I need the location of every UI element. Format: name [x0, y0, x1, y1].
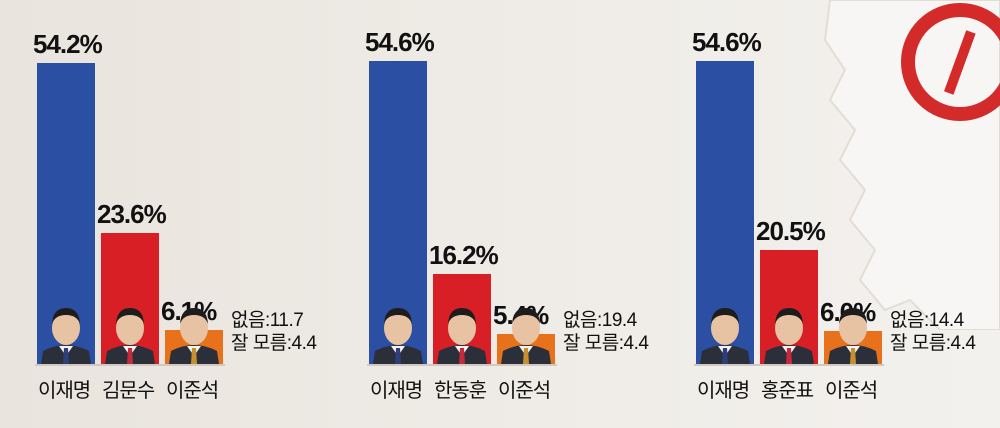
- colon: :: [618, 333, 624, 354]
- data-label: 20.5%: [756, 216, 826, 247]
- data-label: 23.6%: [97, 199, 167, 230]
- none-label: 없음: [890, 310, 924, 331]
- none-label: 없음: [231, 310, 265, 331]
- data-label: 54.6%: [365, 26, 435, 57]
- none-line: 없음:19.4: [563, 309, 648, 332]
- none-value: 11.7: [269, 310, 304, 331]
- tick-label: 김문수: [102, 380, 155, 402]
- tick-label: 이준석: [498, 380, 551, 402]
- data-label: 54.2%: [33, 29, 103, 60]
- tick-label: 홍준표: [761, 380, 814, 402]
- candidate-photo: [37, 298, 95, 364]
- unknown-line: 잘 모름:4.4: [231, 332, 317, 355]
- none-label: 없음: [563, 310, 597, 331]
- unknown-line: 잘 모름:4.4: [563, 332, 649, 355]
- unknown-label: 잘 모름: [563, 333, 619, 354]
- none-line: 없음:14.4: [890, 309, 975, 332]
- baseline: [35, 364, 225, 366]
- none-value: 14.4: [928, 310, 964, 331]
- unknown-label: 잘 모름: [231, 333, 287, 354]
- ballot-check-mark-icon: [901, 3, 1000, 121]
- candidate-photo: [101, 298, 159, 364]
- candidate-photo: [824, 298, 882, 364]
- unknown-value: 4.4: [950, 333, 976, 354]
- unknown-line: 잘 모름:4.4: [890, 332, 976, 355]
- colon: :: [923, 310, 929, 331]
- unknown-value: 4.4: [623, 333, 649, 354]
- none-value: 19.4: [601, 310, 637, 331]
- others-label: 없음:11.7 잘 모름:4.4: [231, 309, 317, 355]
- data-label: 16.2%: [429, 240, 499, 271]
- candidate-photo: [696, 298, 754, 364]
- unknown-value: 4.4: [291, 333, 317, 354]
- candidate-photo: [165, 298, 223, 364]
- data-label: 54.6%: [692, 26, 762, 57]
- tick-label: 이준석: [166, 380, 219, 402]
- colon: :: [286, 333, 292, 354]
- colon: :: [596, 310, 602, 331]
- tick-label: 한동훈: [434, 380, 487, 402]
- tick-label: 이재명: [38, 380, 91, 402]
- others-label: 없음:19.4 잘 모름:4.4: [563, 309, 649, 355]
- baseline: [694, 364, 884, 366]
- colon: :: [945, 333, 951, 354]
- candidate-photo: [433, 298, 491, 364]
- colon: :: [264, 310, 270, 331]
- korea-map-graphic: [823, 0, 1000, 330]
- tick-label: 이재명: [697, 380, 750, 402]
- candidate-photo: [369, 298, 427, 364]
- tick-label: 이준석: [825, 380, 878, 402]
- none-line: 없음:11.7: [231, 309, 316, 332]
- others-label: 없음:14.4 잘 모름:4.4: [890, 309, 976, 355]
- candidate-photo: [497, 298, 555, 364]
- candidate-photo: [760, 298, 818, 364]
- tick-label: 이재명: [370, 380, 423, 402]
- unknown-label: 잘 모름: [890, 333, 946, 354]
- baseline: [367, 364, 557, 366]
